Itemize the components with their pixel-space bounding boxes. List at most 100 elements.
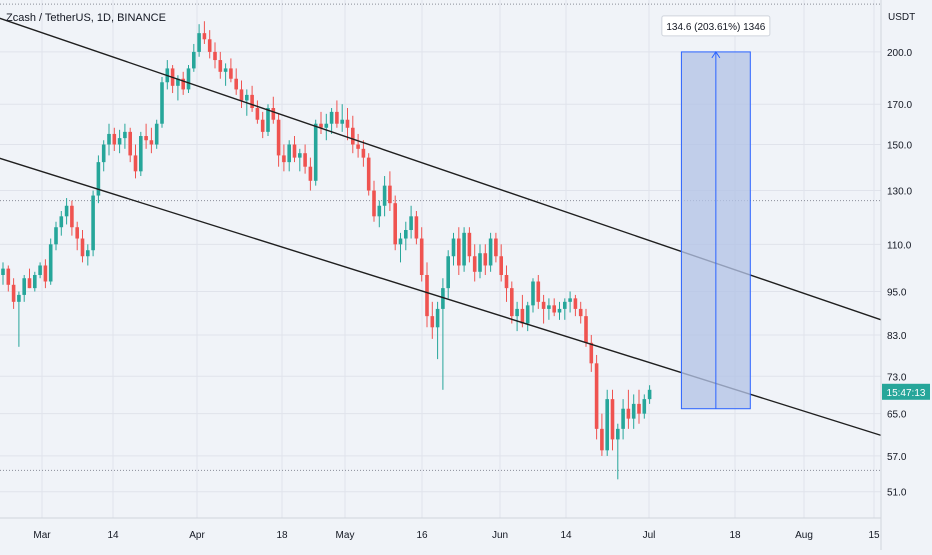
candle [568,291,572,313]
candle-body [70,205,74,228]
candle [430,301,435,339]
candle-body [520,308,525,324]
candle-body [197,33,201,52]
candle [488,232,493,272]
candle [589,334,594,372]
candle-body [276,119,281,156]
candle-body [186,68,191,90]
candle-body [541,301,546,309]
candle-body [404,230,408,239]
time-tick-label: Apr [189,530,205,541]
candle [234,68,238,95]
price-tick-label: 110.0 [887,240,912,251]
candle-body [112,133,117,145]
candle-body [43,265,48,282]
candle [303,144,307,174]
candle [472,244,477,282]
candle-body [80,238,85,257]
candle [239,80,244,109]
candle [504,265,509,302]
candle-body [149,140,154,145]
candle-body [616,428,620,440]
candle-body [515,308,519,317]
candle [393,195,397,251]
candle-body [621,408,625,429]
candle-body [86,250,90,257]
candle [446,250,450,299]
candle [642,394,647,419]
time-axis-labels: Mar 14 Apr 18 May 16 Jun 14 Jul 18 Aug 15 [33,530,880,541]
candle [366,153,371,196]
candle-body [292,144,297,158]
measure-label: 134.6 (203.61%) 1346 [666,22,765,33]
time-tick-label: May [336,530,355,541]
candle [22,274,26,302]
trendline-lower-channel[interactable] [0,151,932,539]
candle [541,294,546,324]
time-tick-label: 18 [729,530,741,541]
price-tick-label: 51.0 [887,488,907,499]
candle [250,85,254,112]
candle [356,133,360,158]
candle-body [11,284,16,302]
candle [578,301,583,324]
candle [91,190,95,257]
candle-body [600,428,604,451]
candle-body [59,216,64,228]
candle [494,232,498,263]
candle-body [91,195,95,251]
candle [435,301,440,360]
candle-body [361,148,366,158]
candle [181,71,185,95]
candle-body [510,288,514,317]
candle-body [377,205,382,217]
price-tick-label: 65.0 [887,410,907,421]
candle-body [160,82,164,124]
candle-body [631,403,636,419]
candle [123,123,127,149]
candle [27,268,32,289]
candle-body [409,216,413,231]
candle-body [419,238,424,275]
candle [298,148,302,172]
candle [197,24,201,57]
candle-body [1,268,5,275]
candle-body [457,238,461,266]
candle-body [536,281,541,302]
candle [213,42,217,69]
candle-body [123,131,127,139]
candle [377,200,382,228]
candle-body [207,39,212,52]
candle [345,108,350,141]
candle-body [303,153,307,167]
candle [499,244,503,282]
candle-body [589,342,594,364]
candle-body [176,78,180,86]
candle [621,399,625,440]
measure-tool[interactable]: 134.6 (203.61%) 1346 [661,15,771,410]
candle-body [557,308,562,313]
candle [160,76,164,128]
price-tick-label: 130.0 [887,187,912,198]
price-tick-label: 170.0 [887,100,912,111]
candle [631,394,636,429]
candle-body [605,399,609,451]
time-tick-label: 14 [107,530,119,541]
candle [223,63,228,86]
candle-body [38,265,42,275]
candle-body [435,308,440,328]
price-axis-panel[interactable] [881,0,932,550]
candle [563,298,567,320]
candle-body [27,278,32,289]
candle-body [335,111,339,124]
candle-body [637,403,641,414]
candle-body [6,268,11,285]
candle-body [287,144,291,163]
trendlines[interactable] [0,0,932,539]
candle-body [472,256,477,272]
candle [218,51,223,79]
candle [48,238,53,285]
candle [276,113,281,167]
trendline-upper-channel[interactable] [0,0,932,476]
